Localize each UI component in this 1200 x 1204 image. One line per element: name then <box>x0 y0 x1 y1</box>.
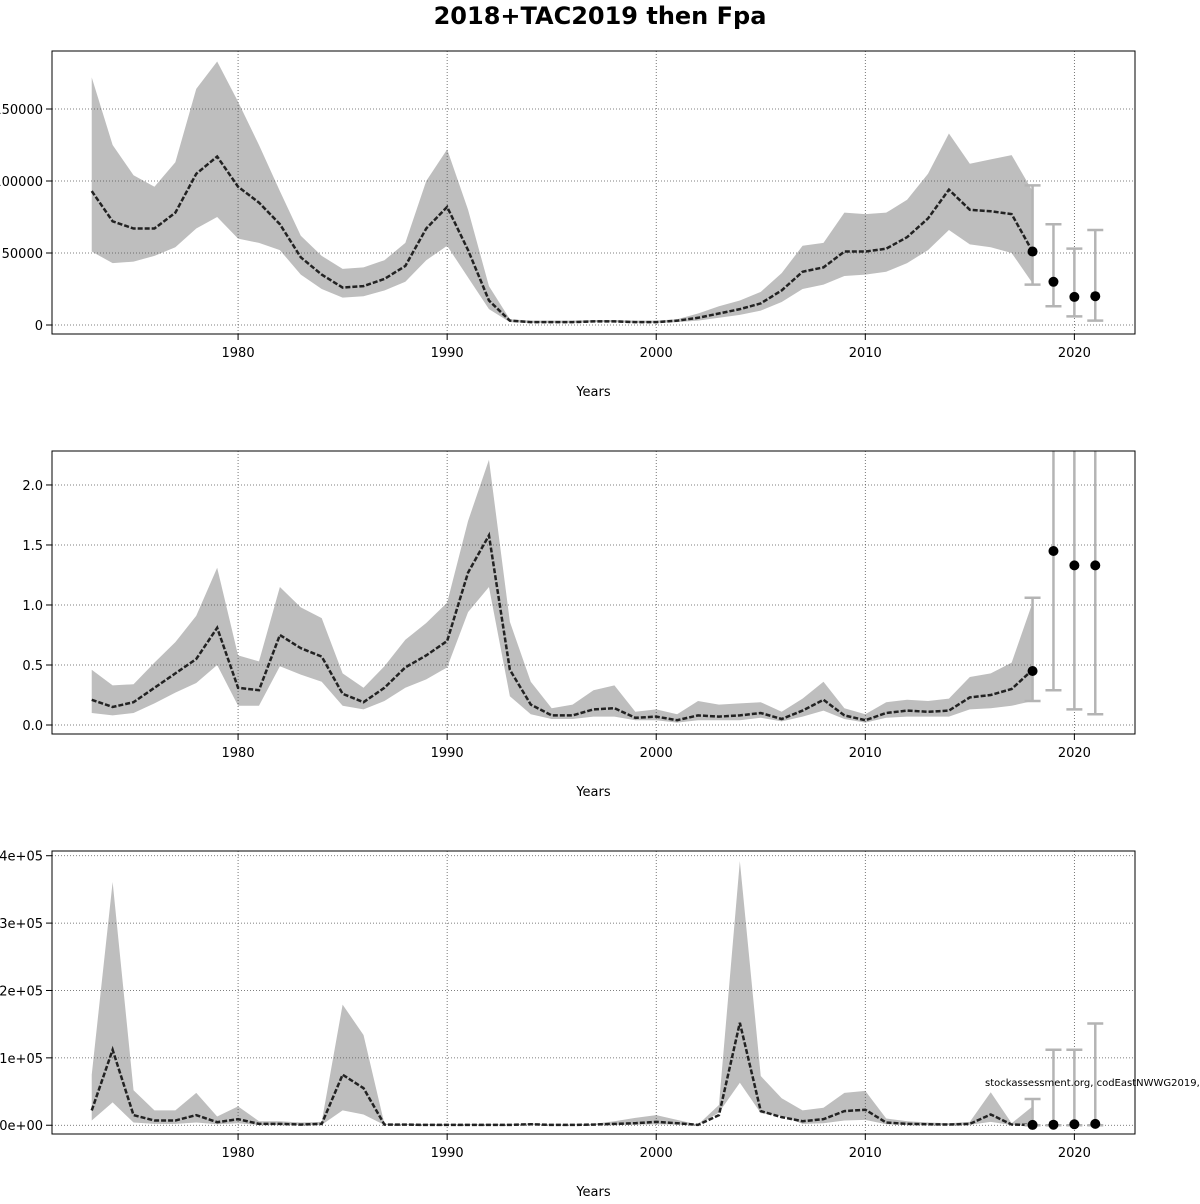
plot-frame <box>51 50 1136 335</box>
x-tick-label: 2010 <box>849 746 882 761</box>
y-tick-label: 2e+05 <box>0 984 43 999</box>
x-tick-label: 2010 <box>849 1146 882 1161</box>
forecast-point <box>1048 276 1059 287</box>
forecast-point <box>1027 665 1038 676</box>
forecast-point <box>1048 545 1059 556</box>
x-tick-label: 2000 <box>640 746 673 761</box>
forecast-point <box>1069 560 1080 571</box>
y-tick-label: 2.0 <box>22 479 43 494</box>
panel <box>52 451 1135 734</box>
y-tick-label: 0e+00 <box>0 1119 43 1134</box>
forecast-point <box>1069 1119 1080 1130</box>
forecast-point <box>1090 1118 1101 1129</box>
x-tick-label: 1980 <box>222 1146 255 1161</box>
y-tick-label: 150000 <box>0 103 43 118</box>
forecast-point <box>1090 291 1101 302</box>
y-tick-label: 0.5 <box>22 659 43 674</box>
x-axis-label: Years <box>575 385 611 400</box>
x-tick-label: 1990 <box>431 346 464 361</box>
panel <box>52 851 1135 1134</box>
median-line <box>91 531 1034 722</box>
x-tick-label: 2020 <box>1058 346 1091 361</box>
x-tick-label: 2000 <box>640 346 673 361</box>
x-tick-label: 2010 <box>849 346 882 361</box>
confidence-band <box>91 861 1033 1126</box>
median-line <box>90 1022 1033 1127</box>
plot-frame <box>51 850 1136 1135</box>
x-tick-label: 2020 <box>1058 1146 1091 1161</box>
y-tick-label: 1.0 <box>22 599 43 614</box>
forecast-point <box>1090 560 1101 571</box>
x-axis-label: Years <box>575 785 611 800</box>
panel <box>52 51 1135 334</box>
forecast-point <box>1048 1119 1059 1130</box>
x-tick-label: 1990 <box>431 746 464 761</box>
forecast-point <box>1069 291 1080 302</box>
chart-title: 2018+TAC2019 then Fpa <box>434 2 767 30</box>
y-tick-label: 4e+05 <box>0 850 43 865</box>
plot-frame <box>51 450 1136 735</box>
y-tick-label: 1e+05 <box>0 1052 43 1067</box>
annotation: stockassessment.org, codEastNWWG2019, <box>985 1078 1200 1089</box>
x-tick-label: 2020 <box>1058 746 1091 761</box>
y-tick-label: 0.0 <box>22 719 43 734</box>
x-tick-label: 2000 <box>640 1146 673 1161</box>
confidence-band <box>91 61 1033 323</box>
y-tick-label: 0 <box>35 319 43 334</box>
x-tick-label: 1980 <box>222 746 255 761</box>
confidence-band <box>91 459 1033 723</box>
forecast-point <box>1027 246 1038 257</box>
y-tick-label: 50000 <box>2 247 43 262</box>
y-tick-label: 3e+05 <box>0 917 43 932</box>
forecast-point <box>1027 1119 1038 1130</box>
x-axis-label: Years <box>575 1185 611 1200</box>
x-tick-label: 1990 <box>431 1146 464 1161</box>
y-tick-label: 1.5 <box>22 539 43 554</box>
y-tick-label: 100000 <box>0 175 43 190</box>
x-tick-label: 1980 <box>222 346 255 361</box>
median-line <box>90 154 1034 324</box>
